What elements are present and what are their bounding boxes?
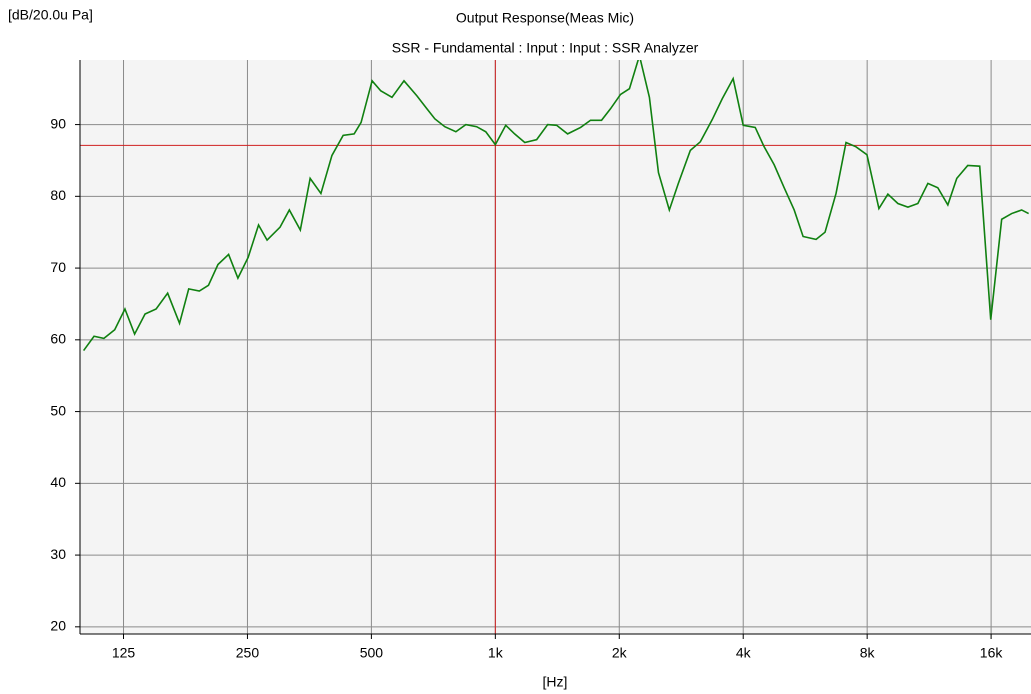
y-tick-label: 60 [50,331,66,347]
x-tick-label: 8k [860,645,876,661]
y-tick-label: 30 [50,546,66,562]
y-tick-label: 50 [50,402,66,418]
chart-title: Output Response(Meas Mic) [456,10,634,26]
line-series [82,60,1030,352]
y-tick-label: 40 [50,474,66,490]
plot-area [80,60,1031,634]
x-tick-label: 4k [736,645,752,661]
x-tick-label: 1k [488,645,504,661]
x-tick-label: 2k [612,645,628,661]
x-tick-label: 16k [980,645,1004,661]
y-tick-label: 20 [50,618,66,634]
y-axis-label: [dB/20.0u Pa] [8,7,93,23]
chart-subtitle: SSR - Fundamental : Input : Input : SSR … [392,40,699,56]
x-tick-label: 125 [112,645,136,661]
x-tick-label: 500 [360,645,384,661]
x-axis-label: [Hz] [543,674,568,690]
y-tick-label: 70 [50,259,66,275]
x-tick-label: 250 [236,645,260,661]
y-tick-label: 80 [50,187,66,203]
y-tick-label: 90 [50,115,66,131]
